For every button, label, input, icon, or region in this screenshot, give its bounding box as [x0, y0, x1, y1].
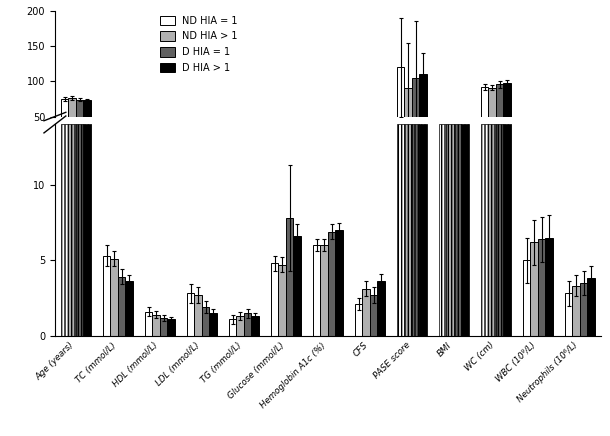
Bar	[76, 124, 84, 336]
Bar	[84, 100, 91, 152]
Bar	[461, 126, 469, 152]
Bar	[503, 124, 511, 336]
Bar	[195, 295, 202, 336]
Bar	[68, 124, 76, 336]
Bar	[439, 127, 447, 152]
Bar	[420, 74, 427, 152]
Bar	[503, 83, 511, 152]
Bar	[209, 313, 217, 336]
Legend: ND HIA = 1, ND HIA > 1, D HIA = 1, D HIA > 1: ND HIA = 1, ND HIA > 1, D HIA = 1, D HIA…	[158, 14, 240, 75]
Bar	[68, 98, 76, 152]
Bar	[565, 293, 572, 336]
Bar	[378, 281, 385, 336]
Bar	[236, 316, 244, 336]
Bar	[271, 263, 278, 336]
Bar	[496, 84, 503, 152]
Bar	[545, 238, 553, 336]
Bar	[439, 124, 447, 336]
Bar	[572, 286, 580, 336]
Bar	[370, 295, 378, 336]
Bar	[404, 124, 412, 336]
Bar	[488, 124, 496, 336]
Bar	[481, 124, 488, 336]
Bar	[396, 67, 404, 152]
Bar	[278, 265, 286, 336]
Bar	[251, 316, 259, 336]
Bar	[454, 124, 461, 336]
Bar	[61, 124, 68, 336]
Bar	[523, 260, 530, 336]
Bar	[244, 313, 251, 336]
Bar	[229, 319, 236, 336]
Bar	[461, 124, 469, 336]
Bar	[118, 277, 126, 336]
Bar	[538, 239, 545, 336]
Bar	[328, 232, 336, 336]
Bar	[126, 281, 133, 336]
Bar	[396, 124, 404, 336]
Bar	[362, 289, 370, 336]
Bar	[202, 307, 209, 336]
Bar	[580, 283, 587, 336]
Bar	[355, 304, 362, 336]
Bar	[102, 256, 110, 336]
Bar	[412, 124, 420, 336]
Bar	[320, 245, 328, 336]
Bar	[447, 124, 454, 336]
Bar	[110, 259, 118, 336]
Bar	[293, 236, 301, 336]
Bar	[84, 124, 91, 336]
Bar	[336, 230, 343, 336]
Bar	[187, 293, 195, 336]
Bar	[168, 319, 175, 336]
Bar	[496, 124, 503, 336]
Bar	[481, 87, 488, 152]
Bar	[152, 315, 160, 336]
Bar	[412, 78, 420, 152]
Bar	[145, 312, 152, 336]
Bar	[530, 242, 538, 336]
Bar	[587, 278, 595, 336]
Bar	[404, 89, 412, 152]
Bar	[76, 100, 84, 152]
Bar	[160, 317, 168, 336]
Bar	[447, 126, 454, 152]
Bar	[313, 245, 320, 336]
Bar	[286, 218, 293, 336]
Bar	[420, 124, 427, 336]
Bar	[61, 99, 68, 152]
Bar	[488, 88, 496, 152]
Bar	[454, 126, 461, 152]
